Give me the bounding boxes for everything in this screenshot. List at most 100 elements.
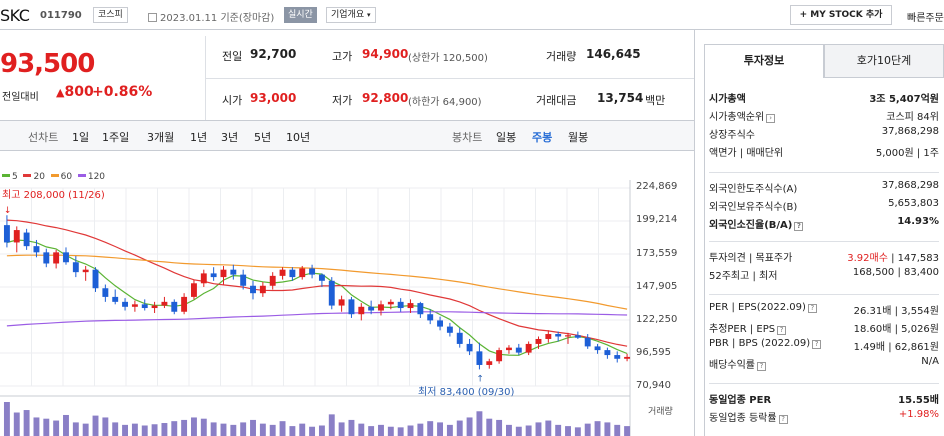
period-3y[interactable]: 3년 [221, 131, 239, 144]
help-icon[interactable]: ? [777, 326, 787, 335]
price-chart[interactable]: ↓↑ [0, 180, 694, 436]
candle-body [496, 350, 503, 362]
change-amount: 800 [64, 84, 94, 100]
chevron-down-icon: ▾ [367, 11, 371, 19]
volume-bar [151, 424, 158, 436]
volume-bar [407, 425, 414, 436]
candle-body [122, 301, 128, 307]
candle-monthly[interactable]: 월봉 [568, 131, 589, 144]
volume-label: 거래량 [546, 50, 577, 63]
period-1d[interactable]: 1일 [72, 131, 90, 144]
candle-body [82, 269, 89, 273]
info-divider [709, 294, 939, 295]
change-percent: +0.86% [92, 84, 153, 100]
period-5y[interactable]: 5년 [254, 131, 272, 144]
help-icon[interactable]: ? [794, 222, 804, 231]
help-icon[interactable]: ? [807, 304, 817, 313]
info-value: 5,653,803 [888, 198, 939, 209]
candle-body [240, 274, 247, 286]
y-tick: 122,250 [636, 314, 678, 325]
volume-bar [43, 418, 50, 436]
period-1y[interactable]: 1년 [190, 131, 208, 144]
info-row: 투자의견 | 목표주가 3.92매수 | 147,583 [709, 247, 939, 265]
open-label: 시가 [222, 94, 243, 107]
legend-ma5: 5 [2, 172, 18, 182]
chevron-right-icon[interactable]: › [766, 114, 776, 123]
realtime-button[interactable]: 실시간 [284, 7, 317, 23]
candle-body [200, 273, 207, 284]
volume-bar [466, 417, 473, 436]
period-3m[interactable]: 3개월 [147, 131, 175, 144]
candle-weekly[interactable]: 주봉 [532, 131, 553, 144]
period-1w[interactable]: 1주일 [102, 131, 130, 144]
tab-investment-info[interactable]: 투자정보 [704, 44, 824, 78]
quick-order-button[interactable]: 빠른주문 [907, 13, 944, 24]
tab-orderbook[interactable]: 호가10단계 [824, 44, 944, 78]
volume-bar [102, 417, 109, 436]
help-icon[interactable]: ? [812, 340, 822, 349]
high-label: 고가 [332, 50, 353, 63]
volume-bar [122, 424, 128, 436]
info-row: 외국인한도주식수(A) 37,868,298 [709, 178, 939, 196]
ma5-line [6, 239, 628, 356]
info-value: 168,500 | 83,400 [852, 267, 939, 278]
info-row: 외국인보유주식수(B) 5,653,803 [709, 196, 939, 214]
volume-bar [515, 426, 522, 436]
volume-bar [437, 422, 443, 436]
candle-body [446, 326, 453, 333]
change-value: ▲800 [56, 84, 94, 100]
candle-body [299, 268, 306, 278]
volume-bar [309, 426, 316, 436]
candle-body [141, 304, 148, 309]
info-label: 액면가 | 매매단위 [709, 148, 784, 159]
candle-body [604, 350, 611, 356]
candle-daily[interactable]: 일봉 [496, 131, 517, 144]
volume-bar [545, 420, 552, 436]
divider [205, 78, 694, 79]
volume-bar [328, 414, 335, 436]
volume-bar [565, 426, 571, 436]
candle-body [397, 301, 404, 309]
low-value: 92,800 [362, 91, 409, 105]
candle-body [338, 299, 345, 306]
volume-bar [496, 419, 503, 436]
candle-body [515, 347, 522, 353]
volume-bar [13, 412, 20, 436]
candle-body [594, 346, 601, 351]
volume-bar [387, 426, 394, 436]
info-value: 14.93% [897, 216, 939, 227]
volume-bar [289, 426, 296, 436]
ma-legend: 5 20 60 120 [2, 172, 105, 182]
candle-body [427, 314, 434, 321]
volume-bar [23, 410, 30, 436]
volume-bar [112, 422, 119, 436]
volume-bar [574, 427, 581, 436]
volume-bar [53, 420, 60, 436]
info-label: PBR | BPS (2022.09)? [709, 338, 822, 349]
low-label: 저가 [332, 94, 353, 107]
overview-label: 기업개요 [331, 10, 365, 20]
help-icon[interactable]: ? [778, 415, 788, 424]
stock-code: 011790 [40, 10, 82, 21]
volume-bar [171, 421, 178, 436]
info-divider [709, 241, 939, 242]
info-value: 37,868,298 [881, 180, 939, 191]
candle-body [250, 285, 256, 294]
lower-limit: (하한가 64,900) [408, 97, 482, 108]
info-row: 동일업종 PER 15.55배 [709, 389, 939, 407]
my-stock-add-button[interactable]: + MY STOCK 추가 [790, 5, 892, 25]
help-icon[interactable]: ? [757, 362, 766, 371]
info-label: 외국인소진율(B/A)? [709, 216, 804, 231]
period-10y[interactable]: 10년 [286, 131, 311, 144]
candle-body [279, 269, 286, 276]
company-overview-button[interactable]: 기업개요 ▾ [326, 7, 376, 23]
candle-body [476, 351, 483, 365]
quote-date: 2023.01.11 기준(장마감) [148, 9, 274, 24]
info-row: 동일업종 등락률? +1.98% [709, 407, 939, 425]
info-label: 투자의견 | 목표주가 [709, 253, 793, 264]
ma20-line [6, 219, 628, 347]
trade-amount-unit: 백만 [645, 94, 666, 107]
volume-bar [456, 420, 463, 436]
info-label: 추정PER | EPS? [709, 320, 787, 335]
calendar-icon [148, 13, 157, 22]
